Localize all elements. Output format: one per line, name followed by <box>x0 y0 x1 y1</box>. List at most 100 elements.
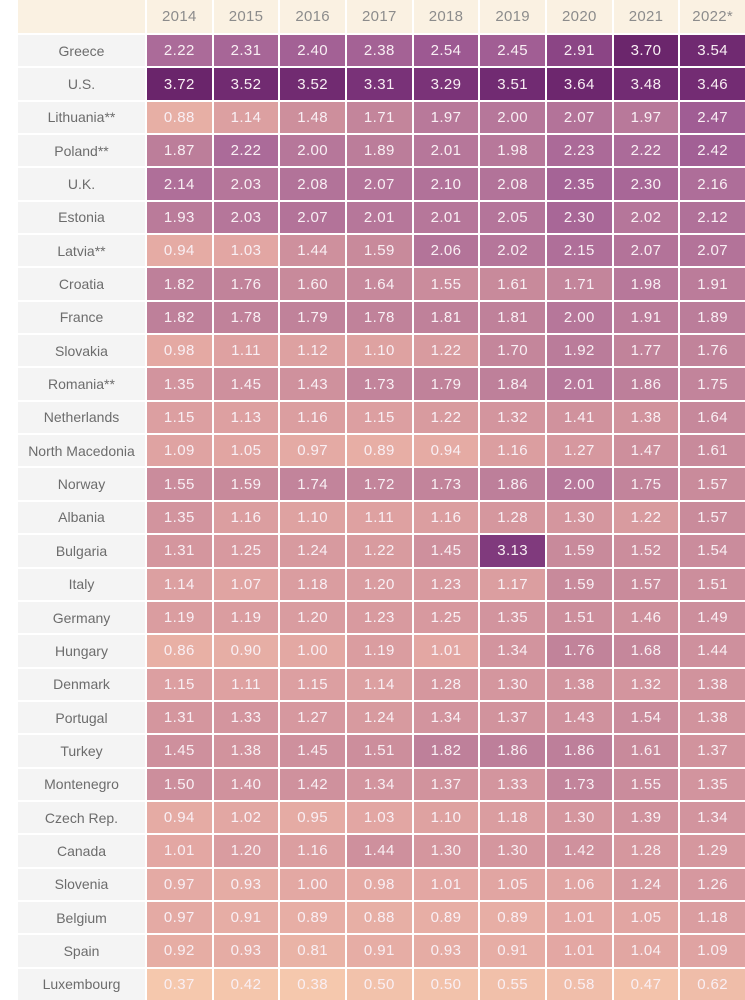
heatmap-cell: 2.07 <box>280 201 345 234</box>
heatmap-cell: 0.97 <box>147 901 212 934</box>
heatmap-cell: 2.42 <box>680 135 745 167</box>
heatmap-cell: 1.18 <box>680 901 745 934</box>
heatmap-cell: 1.16 <box>213 501 279 534</box>
row-label: Romania** <box>18 368 145 400</box>
heatmap-cell: 0.89 <box>346 435 412 467</box>
heatmap-cell: 1.32 <box>480 401 545 434</box>
heatmap-cell: 1.01 <box>413 868 479 900</box>
row-label: Lithuania** <box>18 101 145 134</box>
heatmap-cell: 1.43 <box>546 701 612 734</box>
row-label: North Macedonia <box>18 435 145 467</box>
heatmap-cell: 0.93 <box>213 868 279 900</box>
row-label: Croatia <box>18 268 145 300</box>
heatmap-cell: 1.34 <box>413 701 479 734</box>
heatmap-cell: 1.59 <box>346 235 412 267</box>
heatmap-cell: 1.61 <box>680 435 745 467</box>
heatmap-cell: 1.05 <box>480 868 545 900</box>
heatmap-cell: 1.44 <box>346 835 412 867</box>
heatmap-cell: 1.51 <box>546 601 612 634</box>
heatmap-cell: 0.91 <box>480 935 545 967</box>
heatmap-cell: 1.27 <box>280 701 345 734</box>
heatmap-cell: 2.00 <box>280 135 345 167</box>
heatmap-cell: 1.03 <box>346 801 412 834</box>
heatmap-cell: 1.97 <box>613 101 679 134</box>
heatmap-cell: 1.45 <box>280 735 345 767</box>
heatmap-cell: 1.02 <box>213 801 279 834</box>
heatmap-cell: 0.94 <box>147 801 212 834</box>
heatmap-cell: 1.89 <box>680 301 745 334</box>
heatmap-cell: 1.14 <box>213 101 279 134</box>
heatmap-cell: 2.91 <box>546 35 612 67</box>
heatmap-cell: 0.38 <box>280 968 345 1000</box>
heatmap-cell: 1.82 <box>147 301 212 334</box>
heatmap-cell: 2.07 <box>613 235 679 267</box>
heatmap-cell: 1.55 <box>613 768 679 800</box>
row-label: Germany <box>18 601 145 634</box>
row-label: Canada <box>18 835 145 867</box>
heatmap-cell: 1.78 <box>213 301 279 334</box>
heatmap-cell: 1.09 <box>147 435 212 467</box>
heatmap-cell: 1.72 <box>346 468 412 500</box>
heatmap-cell: 1.33 <box>480 768 545 800</box>
heatmap-cell: 0.92 <box>147 935 212 967</box>
heatmap-cell: 1.30 <box>480 835 545 867</box>
heatmap-cell: 1.82 <box>147 268 212 300</box>
heatmap-cell: 1.15 <box>280 668 345 700</box>
row-label: Bulgaria <box>18 535 145 567</box>
heatmap-cell: 1.57 <box>613 568 679 600</box>
heatmap-cell: 1.75 <box>613 468 679 500</box>
heatmap-cell: 2.08 <box>280 168 345 200</box>
heatmap-cell: 2.10 <box>413 168 479 200</box>
heatmap-cell: 1.37 <box>413 768 479 800</box>
heatmap-cell: 1.24 <box>346 701 412 734</box>
heatmap-cell: 1.52 <box>613 535 679 567</box>
heatmap-cell: 1.74 <box>280 468 345 500</box>
heatmap-cell: 1.37 <box>680 735 745 767</box>
heatmap-cell: 2.03 <box>213 201 279 234</box>
heatmap-cell: 2.30 <box>613 168 679 200</box>
heatmap-cell: 1.97 <box>413 101 479 134</box>
heatmap-cell: 1.11 <box>213 668 279 700</box>
heatmap-cell: 1.18 <box>480 801 545 834</box>
heatmap-cell: 2.45 <box>480 35 545 67</box>
heatmap-cell: 1.35 <box>147 501 212 534</box>
heatmap-cell: 1.06 <box>546 868 612 900</box>
row-label: Italy <box>18 568 145 600</box>
heatmap-cell: 1.93 <box>147 201 212 234</box>
heatmap-cell: 3.54 <box>680 35 745 67</box>
heatmap-cell: 1.31 <box>147 535 212 567</box>
heatmap-cell: 3.72 <box>147 68 212 100</box>
heatmap-cell: 1.25 <box>213 535 279 567</box>
heatmap-cell: 0.58 <box>546 968 612 1000</box>
heatmap-cell: 3.51 <box>480 68 545 100</box>
heatmap-cell: 2.01 <box>413 135 479 167</box>
heatmap-cell: 1.16 <box>480 435 545 467</box>
heatmap-cell: 1.29 <box>680 835 745 867</box>
heatmap-cell: 0.90 <box>213 635 279 667</box>
heatmap-cell: 0.89 <box>480 901 545 934</box>
heatmap-cell: 0.37 <box>147 968 212 1000</box>
heatmap-cell: 1.22 <box>346 535 412 567</box>
heatmap-cell: 1.55 <box>413 268 479 300</box>
row-label: Estonia <box>18 201 145 234</box>
heatmap-cell: 1.78 <box>346 301 412 334</box>
heatmap-cell: 1.15 <box>147 401 212 434</box>
heatmap-cell: 1.45 <box>213 368 279 400</box>
heatmap-cell: 2.22 <box>213 135 279 167</box>
heatmap-cell: 1.79 <box>280 301 345 334</box>
row-label: Denmark <box>18 668 145 700</box>
heatmap-cell: 1.30 <box>546 501 612 534</box>
heatmap-cell: 1.10 <box>413 801 479 834</box>
row-label: Poland** <box>18 135 145 167</box>
heatmap-cell: 3.70 <box>613 35 679 67</box>
heatmap-cell: 1.50 <box>147 768 212 800</box>
heatmap-cell: 1.71 <box>546 268 612 300</box>
column-header-2021: 2021 <box>613 0 679 33</box>
row-label: Luxembourg <box>18 968 145 1000</box>
heatmap-cell: 1.64 <box>680 401 745 434</box>
heatmap-cell: 1.38 <box>613 401 679 434</box>
heatmap-cell: 2.23 <box>546 135 612 167</box>
row-label: Slovenia <box>18 868 145 900</box>
heatmap-cell: 2.54 <box>413 35 479 67</box>
